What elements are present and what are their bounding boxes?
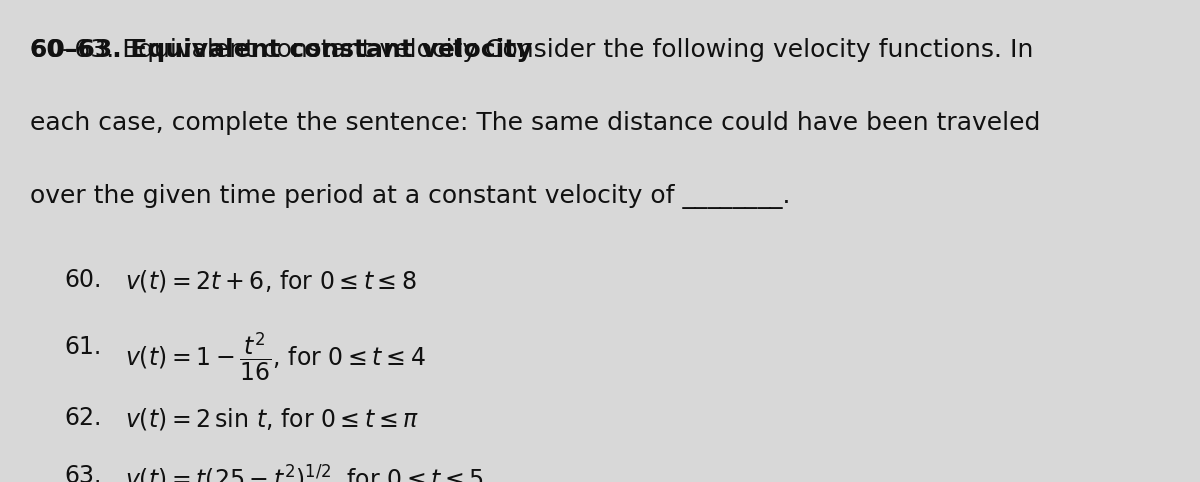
Text: $v(t) = t(25 - t^2)^{1/2}$, for $0 \leq t \leq 5$: $v(t) = t(25 - t^2)^{1/2}$, for $0 \leq … (125, 464, 484, 482)
Text: each case, complete the sentence: The same distance could have been traveled: each case, complete the sentence: The sa… (30, 111, 1040, 135)
Text: 61.: 61. (65, 335, 102, 359)
Text: 60–63. Equivalent constant velocity: 60–63. Equivalent constant velocity (30, 38, 533, 62)
Text: 62.: 62. (65, 406, 102, 430)
Text: $v(t) = 2t + 6$, for $0 \leq t \leq 8$: $v(t) = 2t + 6$, for $0 \leq t \leq 8$ (125, 268, 416, 294)
Text: 63.: 63. (65, 464, 102, 482)
Text: $v(t) = 1 - \dfrac{t^2}{16}$, for $0 \leq t \leq 4$: $v(t) = 1 - \dfrac{t^2}{16}$, for $0 \le… (125, 330, 426, 383)
Text: over the given time period at a constant velocity of ________.: over the given time period at a constant… (30, 184, 791, 209)
Text: 60.: 60. (65, 268, 102, 292)
Text: 60–63. Equivalent constant velocity Consider the following velocity functions. I: 60–63. Equivalent constant velocity Cons… (30, 38, 1033, 62)
Text: $v(t) = 2\,\sin\, t$, for $0 \leq t \leq \pi$: $v(t) = 2\,\sin\, t$, for $0 \leq t \leq… (125, 406, 419, 432)
